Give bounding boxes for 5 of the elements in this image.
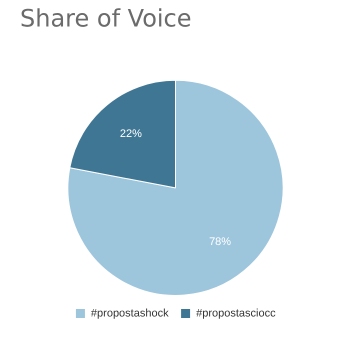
legend-label: #propostashock <box>90 308 170 320</box>
legend-label: #propostasciocc <box>196 308 276 320</box>
data-label: 22% <box>120 128 142 140</box>
chart-title: Share of Voice <box>20 4 192 33</box>
data-label: 78% <box>209 236 232 248</box>
